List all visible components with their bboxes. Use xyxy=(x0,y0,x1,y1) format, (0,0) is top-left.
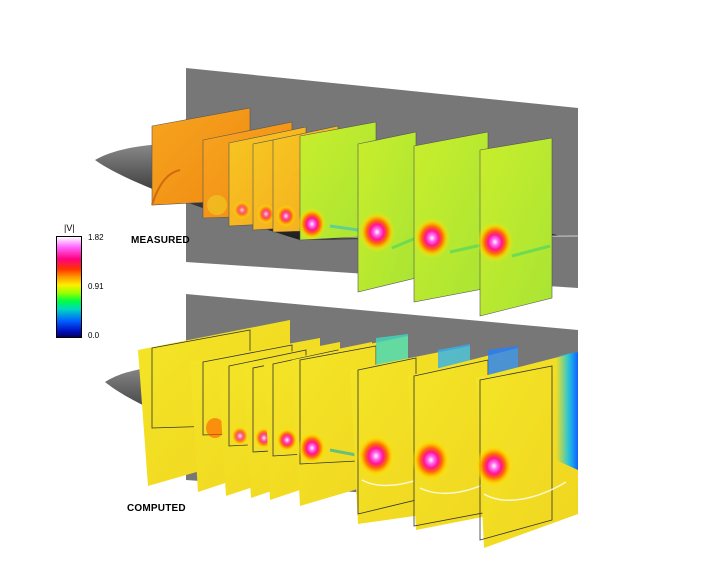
measured-plane-8 xyxy=(413,131,489,303)
legend-min-label: 0.0 xyxy=(88,331,100,340)
measured-plane-7 xyxy=(357,131,417,293)
computed-plane-9 xyxy=(475,352,578,548)
legend-max-label: 1.82 xyxy=(88,233,104,242)
measured-plane-9 xyxy=(477,137,553,317)
legend-title: |V| xyxy=(64,223,75,233)
legend-color-bar xyxy=(56,236,82,338)
legend-mid-label: 0.91 xyxy=(88,282,104,291)
measured-panel xyxy=(95,68,579,317)
measured-plane-6 xyxy=(298,121,377,241)
computed-label: COMPUTED xyxy=(127,503,186,514)
measured-label: MEASURED xyxy=(131,235,190,246)
computed-panel xyxy=(105,294,578,548)
